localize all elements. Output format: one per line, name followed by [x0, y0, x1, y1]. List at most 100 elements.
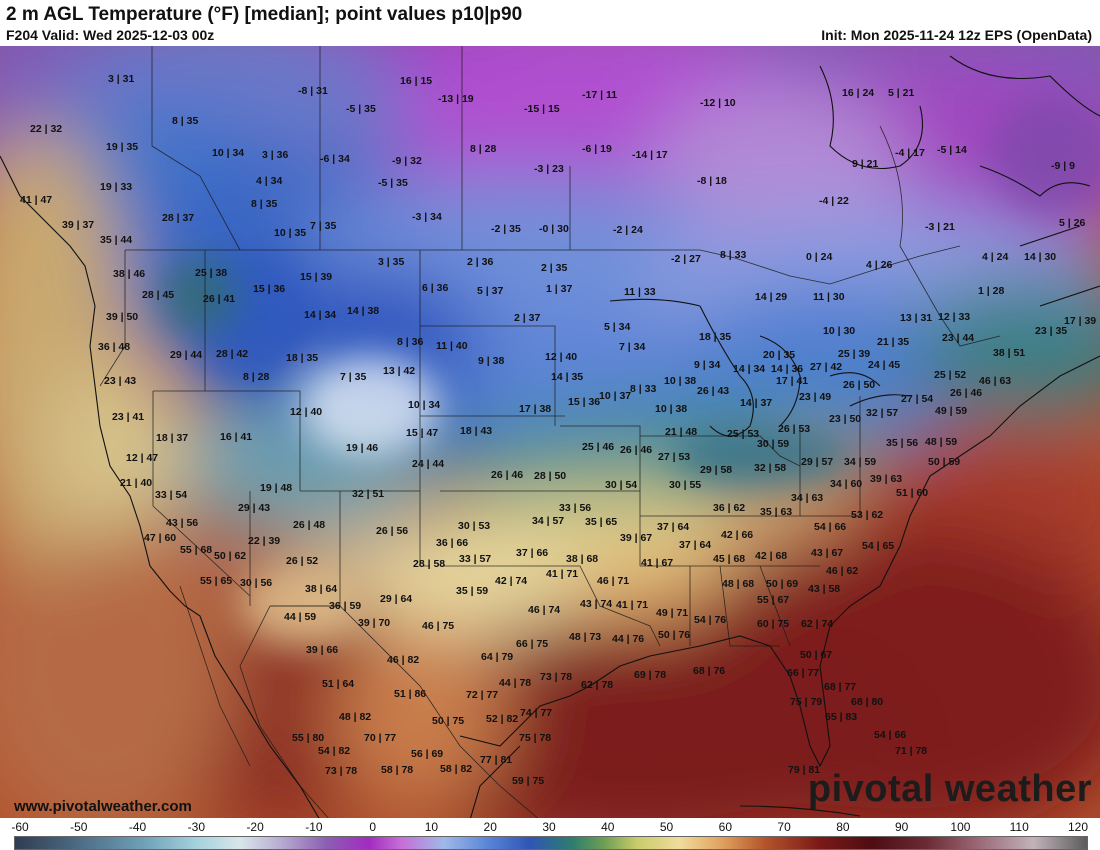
point-value-label: 19 | 33 [100, 181, 132, 193]
point-value-label: 23 | 49 [799, 391, 831, 403]
point-value-label: -5 | 35 [346, 103, 376, 115]
website-label: www.pivotalweather.com [14, 798, 192, 815]
point-value-label: 12 | 47 [126, 452, 158, 464]
point-value-label: 17 | 41 [776, 375, 808, 387]
point-value-label: -6 | 19 [582, 143, 612, 155]
point-value-label: 26 | 50 [843, 379, 875, 391]
point-value-label: 4 | 34 [256, 175, 282, 187]
point-value-label: 48 | 73 [569, 631, 601, 643]
point-value-label: 18 | 35 [699, 331, 731, 343]
point-value-label: -6 | 34 [320, 153, 350, 165]
point-value-label: 8 | 33 [720, 249, 746, 261]
point-value-label: 16 | 41 [220, 431, 252, 443]
point-value-label: 15 | 39 [300, 271, 332, 283]
point-value-label: -12 | 10 [700, 97, 736, 109]
point-value-label: 19 | 46 [346, 442, 378, 454]
point-value-label: 56 | 69 [411, 748, 443, 760]
point-value-label: 8 | 28 [470, 143, 496, 155]
point-value-label: 44 | 78 [499, 677, 531, 689]
point-value-label: 25 | 46 [582, 441, 614, 453]
point-value-label: 51 | 64 [322, 678, 354, 690]
colorbar-tick: 20 [483, 820, 497, 834]
point-value-label: 29 | 58 [700, 464, 732, 476]
point-value-label: 51 | 86 [394, 688, 426, 700]
point-value-label: -5 | 35 [378, 177, 408, 189]
point-value-label: 53 | 62 [851, 509, 883, 521]
point-value-label: 29 | 64 [380, 593, 412, 605]
point-value-label: 30 | 53 [458, 520, 490, 532]
point-value-label: 29 | 43 [238, 502, 270, 514]
point-value-label: 30 | 54 [605, 479, 637, 491]
point-value-label: 12 | 40 [545, 351, 577, 363]
point-value-label: 17 | 38 [519, 403, 551, 415]
point-value-label: -4 | 17 [895, 147, 925, 159]
point-value-label: 58 | 78 [381, 764, 413, 776]
point-value-label: 24 | 44 [412, 458, 444, 470]
point-value-label: -9 | 9 [1051, 160, 1075, 172]
point-value-label: 43 | 74 [580, 598, 612, 610]
point-value-label: 28 | 42 [216, 348, 248, 360]
point-value-label: 34 | 57 [532, 515, 564, 527]
point-value-label: 37 | 64 [679, 539, 711, 551]
point-value-label: 23 | 35 [1035, 325, 1067, 337]
point-value-label: 18 | 37 [156, 432, 188, 444]
point-value-label: 46 | 75 [422, 620, 454, 632]
colorbar-tick: 10 [424, 820, 439, 834]
point-value-label: -8 | 31 [298, 85, 328, 97]
point-value-label: 66 | 77 [787, 667, 819, 679]
point-value-label: 39 | 66 [306, 644, 338, 656]
point-value-label: 15 | 36 [568, 396, 600, 408]
point-value-label: 0 | 24 [806, 251, 832, 263]
point-value-label: -8 | 18 [697, 175, 727, 187]
point-value-label: 43 | 58 [808, 583, 840, 595]
point-value-label: 25 | 52 [934, 369, 966, 381]
point-value-label: 23 | 41 [112, 411, 144, 423]
point-value-label: -2 | 27 [671, 253, 701, 265]
point-value-label: -0 | 30 [539, 223, 569, 235]
point-value-label: 16 | 24 [842, 87, 874, 99]
point-value-label: 27 | 54 [901, 393, 933, 405]
point-value-label: 38 | 68 [566, 553, 598, 565]
point-value-label: 3 | 35 [378, 256, 404, 268]
point-value-label: 52 | 82 [486, 713, 518, 725]
point-value-label: 10 | 37 [599, 390, 631, 402]
point-value-label: 25 | 53 [727, 428, 759, 440]
point-value-label: 72 | 77 [466, 689, 498, 701]
point-value-label: 12 | 33 [938, 311, 970, 323]
colorbar-tick: -50 [70, 820, 88, 834]
brand-watermark: pivotal weather [807, 768, 1092, 810]
point-value-label: 10 | 30 [823, 325, 855, 337]
point-value-label: 5 | 21 [888, 87, 914, 99]
point-value-label: 50 | 67 [800, 649, 832, 661]
point-value-label: 25 | 38 [195, 267, 227, 279]
point-value-label: 45 | 68 [713, 553, 745, 565]
point-value-label: 75 | 79 [790, 696, 822, 708]
point-value-label: 59 | 75 [512, 775, 544, 787]
point-value-label: 33 | 54 [155, 489, 187, 501]
point-value-label: 26 | 52 [286, 555, 318, 567]
point-value-label: 26 | 46 [491, 469, 523, 481]
point-value-label: 16 | 15 [400, 75, 432, 87]
point-value-label: 50 | 62 [214, 550, 246, 562]
point-value-label: 21 | 35 [877, 336, 909, 348]
point-value-label: 42 | 68 [755, 550, 787, 562]
point-value-label: 54 | 66 [814, 521, 846, 533]
header-bar: 2 m AGL Temperature (°F) [median]; point… [0, 0, 1100, 46]
colorbar-tick: 120 [1067, 820, 1089, 834]
point-value-label: -3 | 23 [534, 163, 564, 175]
point-value-label: 18 | 43 [460, 425, 492, 437]
point-value-label: 55 | 80 [292, 732, 324, 744]
point-value-label: 39 | 67 [620, 532, 652, 544]
point-value-label: -2 | 35 [491, 223, 521, 235]
point-value-label: 46 | 62 [826, 565, 858, 577]
point-value-label: 35 | 59 [456, 585, 488, 597]
valid-time: F204 Valid: Wed 2025-12-03 00z [6, 27, 215, 43]
point-value-label: 4 | 26 [866, 259, 892, 271]
point-value-label: 10 | 34 [212, 147, 244, 159]
colorbar-tick: 70 [777, 820, 791, 834]
point-value-label: 14 | 34 [304, 309, 336, 321]
point-value-label: 50 | 76 [658, 629, 690, 641]
point-value-label: 3 | 36 [262, 149, 288, 161]
colorbar-tick: -20 [246, 820, 264, 834]
point-value-label: 35 | 56 [886, 437, 918, 449]
